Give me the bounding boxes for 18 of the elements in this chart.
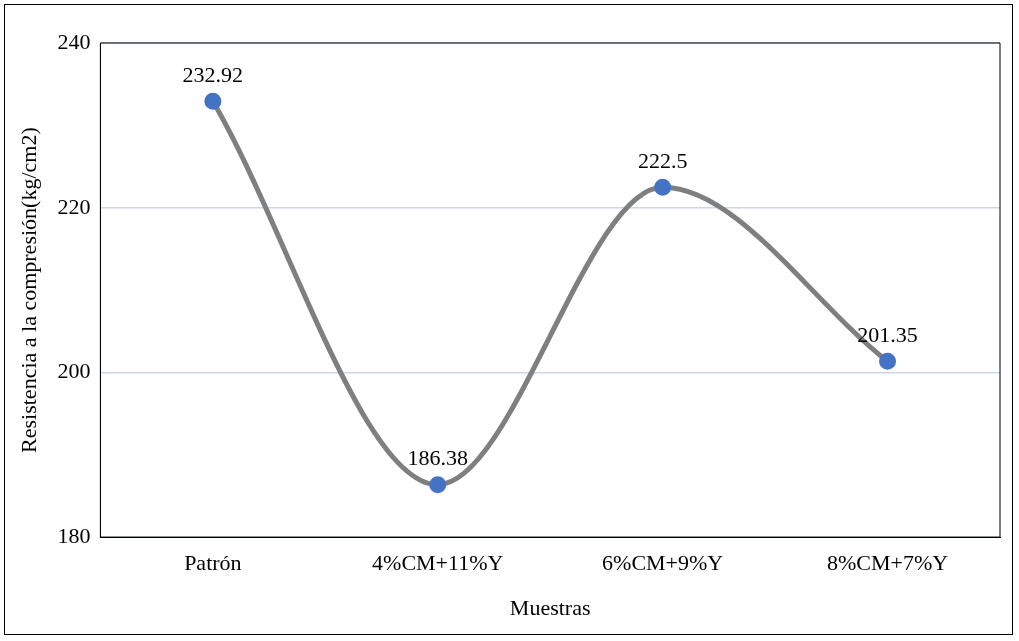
point — [429, 476, 447, 494]
point — [204, 92, 222, 110]
data-label: 222.5 — [637, 147, 688, 173]
point — [879, 352, 897, 370]
y-tick-label: 180 — [57, 522, 91, 548]
x-tick-label: 6%CM+9%Y — [602, 550, 724, 576]
data-label: 232.92 — [182, 62, 244, 88]
y-tick-label: 200 — [57, 358, 91, 384]
x-axis-title: Muestras — [509, 594, 591, 620]
data-label: 201.35 — [857, 322, 918, 348]
x-tick-label: 8%CM+7%Y — [826, 550, 949, 576]
x-tick-label: 4%CM+11%Y — [372, 550, 504, 576]
x-tick-label: Patrón — [184, 550, 242, 576]
point — [654, 178, 672, 196]
y-tick-label: 240 — [57, 28, 91, 54]
y-tick-label: 220 — [57, 193, 91, 219]
data-label: 186.38 — [407, 445, 468, 471]
y-axis-title: Resistencia a la compresión(kg/cm2) — [15, 127, 41, 453]
